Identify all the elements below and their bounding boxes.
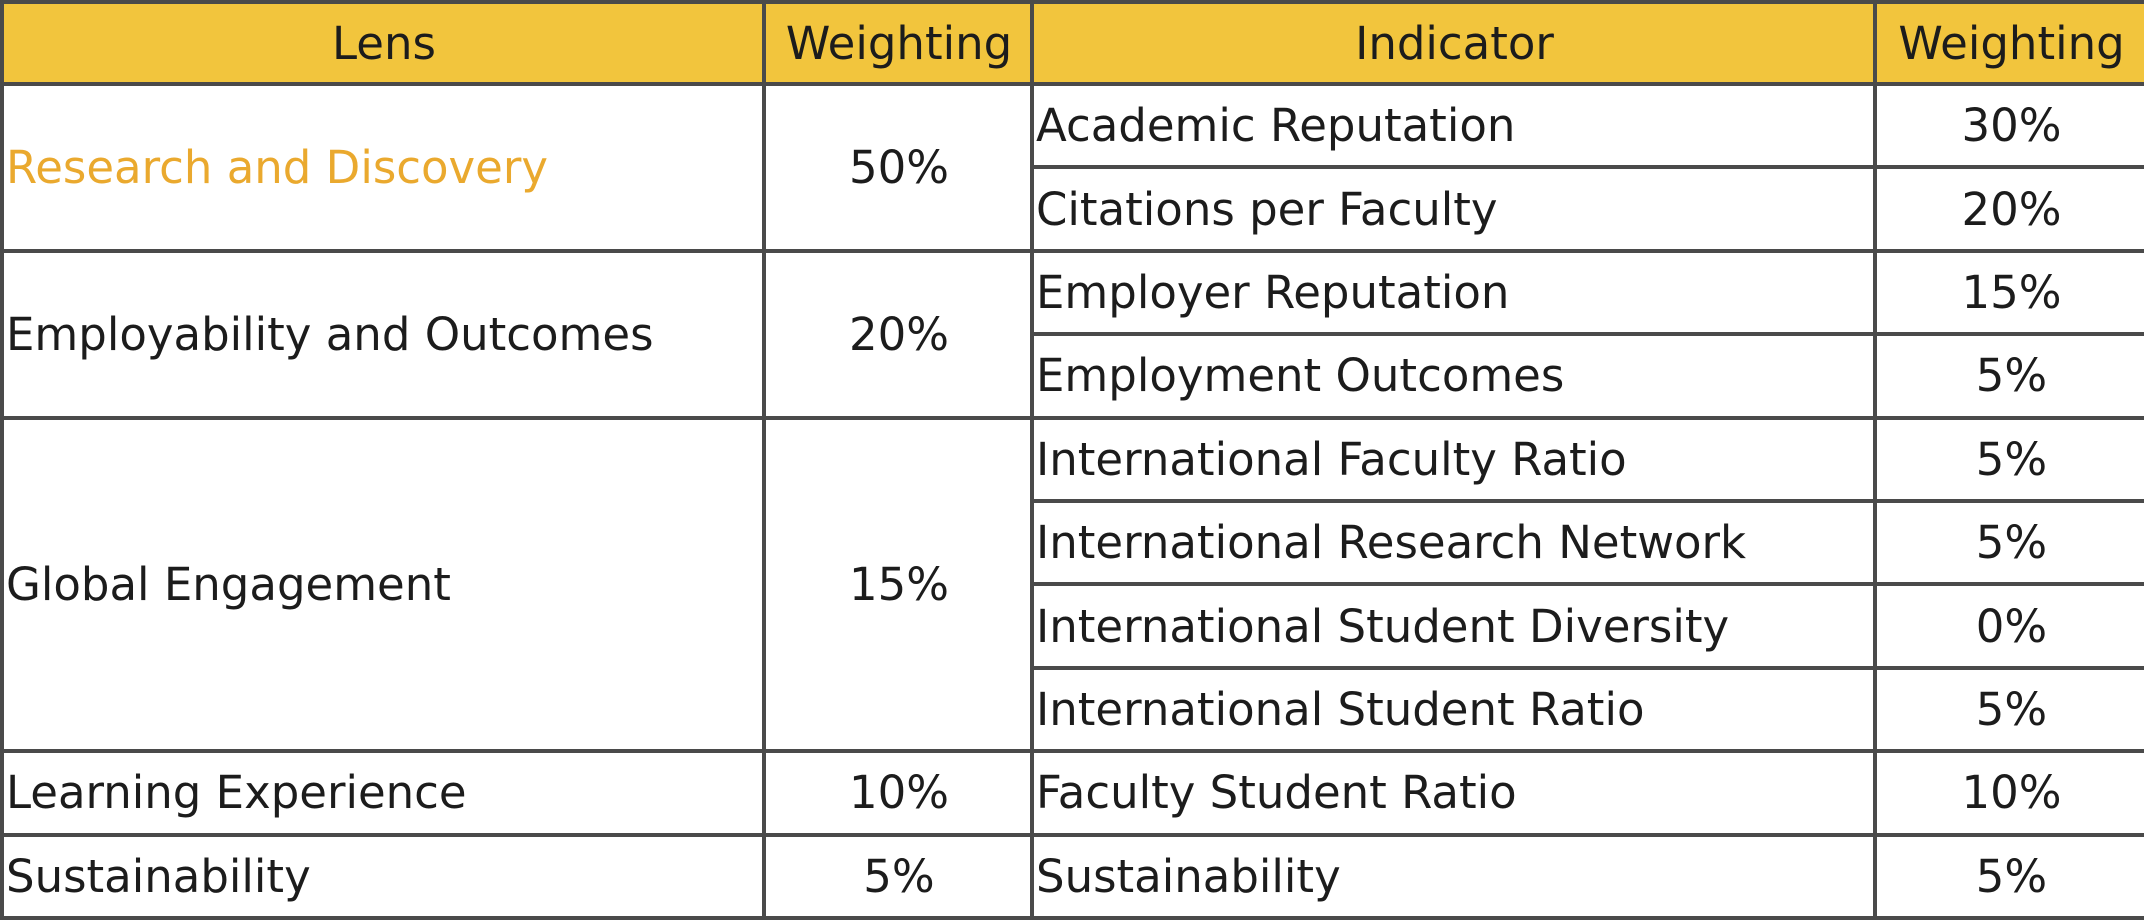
lens-weighting: 15%: [762, 415, 1034, 754]
indicator-weighting: 5%: [1873, 665, 2144, 754]
indicator-name-link[interactable]: Faculty Student Ratio: [1030, 749, 1877, 837]
lens-weighting: 50%: [762, 82, 1034, 253]
indicator-weighting: 30%: [1873, 81, 2144, 170]
table-row: International Research Network 5%: [2, 498, 2144, 587]
indicator-column-header: Indicator: [1030, 0, 1877, 86]
lens-name-link[interactable]: Research and Discovery: [0, 82, 766, 253]
table-row: Employment Outcomes 5%: [2, 332, 2144, 420]
indicator-name-link[interactable]: Employment Outcomes: [1030, 332, 1877, 420]
table-row: Learning Experience 10% Faculty Student …: [0, 749, 2144, 837]
table-row: Citations per Faculty 20%: [2, 165, 2144, 253]
lens-name: Employability and Outcomes: [0, 248, 766, 420]
indicator-weighting: 5%: [1873, 832, 2144, 920]
indicator-name-link[interactable]: International Research Network: [1030, 498, 1877, 587]
indicator-name-link[interactable]: Sustainability: [1030, 832, 1877, 920]
table-row: Sustainability 5% Sustainability 5%: [0, 832, 2144, 920]
lens-weighting: 5%: [762, 832, 1034, 920]
indicator-weighting: 20%: [1873, 165, 2144, 253]
indicator-name-link[interactable]: International Student Diversity: [1030, 582, 1877, 670]
table-row: International Student Diversity 0%: [2, 582, 2144, 670]
table-row: International Student Ratio 5%: [2, 665, 2144, 754]
lens-weighting: 20%: [762, 248, 1034, 420]
indicator-weighting: 5%: [1873, 415, 2144, 503]
indicator-name-link[interactable]: International Student Ratio: [1030, 665, 1877, 754]
indicator-name-link[interactable]: Employer Reputation: [1030, 248, 1877, 337]
lens-name: Learning Experience: [0, 749, 766, 837]
lens-column-header: Lens: [0, 0, 766, 86]
lens-name: Global Engagement: [0, 415, 766, 754]
indicator-name-link[interactable]: International Faculty Ratio: [1030, 415, 1877, 503]
table-row: Research and Discovery 50% Academic Repu…: [0, 81, 2144, 253]
indicator-weighting: 10%: [1873, 749, 2144, 837]
indicator-weighting: 5%: [1873, 332, 2144, 420]
indicator-weighting: 15%: [1873, 248, 2144, 337]
lens-weighting: 10%: [762, 749, 1034, 837]
indicator-weighting: 0%: [1873, 582, 2144, 670]
indicator-name-link[interactable]: Academic Reputation: [1030, 81, 1877, 170]
table-row: Global Engagement 15% International Facu…: [0, 415, 2144, 754]
lens-name: Sustainability: [0, 832, 766, 920]
header-row: Lens Weighting Indicator Weighting: [0, 0, 2144, 86]
indicator-weighting-column-header: Weighting: [1873, 0, 2144, 86]
lens-weighting-column-header: Weighting: [762, 0, 1034, 86]
table-row: Employability and Outcomes 20% Employer …: [0, 248, 2144, 420]
indicator-name-link[interactable]: Citations per Faculty: [1030, 165, 1877, 253]
indicator-weighting: 5%: [1873, 498, 2144, 587]
